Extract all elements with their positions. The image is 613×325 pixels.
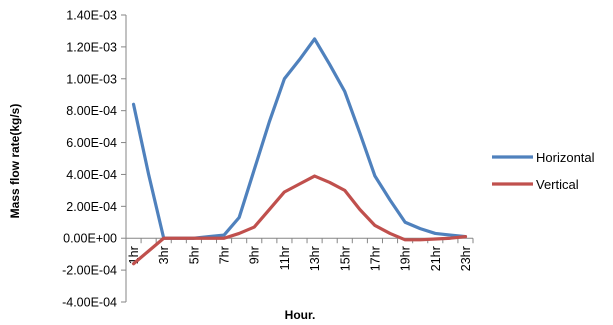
x-tick-label: 5hr [187,246,201,264]
y-tick-label: 1.40E-03 [66,9,117,23]
x-tick-label: 15hr [338,246,352,271]
legend-label-vertical: Vertical [536,177,579,192]
x-tick-label: 19hr [399,246,413,271]
y-axis-title: Mass flow rate(kg/s) [8,104,22,219]
x-tick-label: 9hr [248,246,262,264]
y-tick-label: 1.20E-03 [66,40,117,54]
legend: Horizontal Vertical [492,150,595,192]
y-tick-label: 0.00E+00 [63,232,117,246]
x-axis: 1hr 3hr 5hr 7hr 9hr 11hr 13hr 15hr 17hr 19hr 21hr 2… [125,237,474,271]
x-tick-label: 11hr [278,246,292,270]
y-tick-label: 1.00E-03 [66,72,117,86]
x-tick-label: 7hr [218,246,232,264]
y-tick-label: 2.00E-04 [66,200,117,214]
y-tick-label: 8.00E-04 [66,104,117,118]
series-lines [131,37,468,266]
series-line-vertical [131,174,468,266]
x-tick-label: 21hr [429,246,443,271]
x-tick-label: 3hr [157,246,171,264]
x-axis-title: Hour. [285,308,316,322]
y-tick-label: -2.00E-04 [62,264,117,278]
x-tick-label: 17hr [368,246,382,271]
y-tick-label: 6.00E-04 [66,136,117,150]
y-tick-label: 4.00E-04 [66,168,117,182]
series-line-horizontal [131,37,468,240]
x-tick-label: 13hr [308,246,322,271]
x-tick-label: 23hr [459,246,473,271]
y-tick-label: -4.00E-04 [62,296,117,310]
legend-label-horizontal: Horizontal [536,150,595,165]
y-axis: -4.00E-04 -2.00E-04 0.00E+00 2.00E-04 4.00E-… [62,9,127,310]
